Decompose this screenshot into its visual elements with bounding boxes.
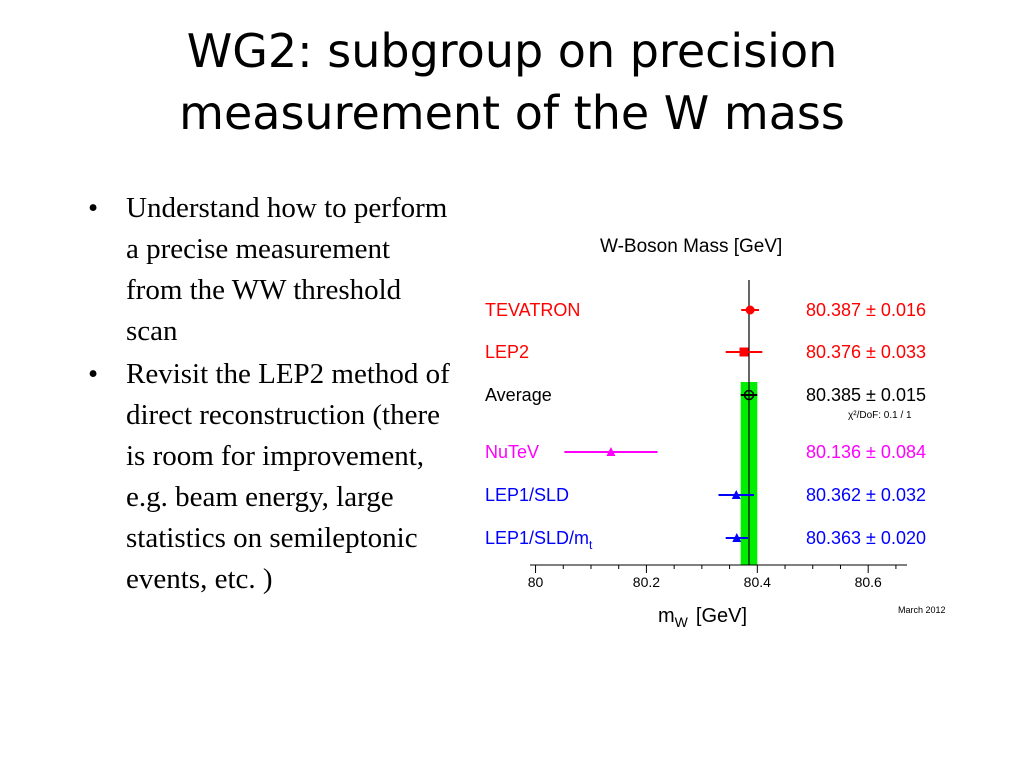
measurement-label: NuTeV xyxy=(485,442,539,462)
measurement-row: Average 80.385 ± 0.015 xyxy=(485,385,926,405)
data-point xyxy=(732,533,742,542)
data-point xyxy=(745,305,755,315)
measurement-value: 80.387 ± 0.016 xyxy=(806,300,926,320)
data-point xyxy=(606,447,616,456)
measurement-label: Average xyxy=(485,385,552,405)
measurement-row: LEP1/SLD 80.362 ± 0.032 xyxy=(485,485,926,505)
measurement-label: LEP1/SLD/mt xyxy=(485,528,593,552)
x-axis: 80 80.2 80.4 80.6 xyxy=(528,564,907,590)
bullet-text: Revisit the LEP2 method of direct recons… xyxy=(126,358,450,595)
measurement-label: LEP2 xyxy=(485,342,529,362)
measurement-row: NuTeV 80.136 ± 0.084 xyxy=(485,442,926,462)
measurement-rows: TEVATRON 80.387 ± 0.016 LEP2 80.376 ± 0.033… xyxy=(485,300,926,552)
measurement-value: 80.385 ± 0.015 xyxy=(806,385,926,405)
x-tick-label: 80.2 xyxy=(633,574,660,590)
slide-title: WG2: subgroup on precision measurement o… xyxy=(0,20,1024,144)
data-point xyxy=(739,347,749,357)
bullet-text: Understand how to perform a precise meas… xyxy=(126,192,448,347)
x-tick-label: 80 xyxy=(528,574,544,590)
x-tick-label: 80.6 xyxy=(855,574,882,590)
measurement-value: 80.376 ± 0.033 xyxy=(806,342,926,362)
measurement-value: 80.136 ± 0.084 xyxy=(806,442,926,462)
chi2-note: χ²/DoF: 0.1 / 1 xyxy=(848,410,912,421)
bullet-marker: • xyxy=(88,192,99,224)
measurement-value: 80.363 ± 0.020 xyxy=(806,528,926,548)
slide-title-line-1: WG2: subgroup on precision xyxy=(186,24,838,78)
x-axis-label: mW [GeV] xyxy=(658,605,747,630)
measurement-value: 80.362 ± 0.032 xyxy=(806,485,926,505)
data-point xyxy=(731,490,741,499)
bullet-item: • Understand how to perform a precise me… xyxy=(70,188,450,352)
measurement-label: LEP1/SLD xyxy=(485,485,569,505)
w-mass-chart: W-Boson Mass [GeV] TEVATRON 80.387 ± 0.01… xyxy=(485,236,946,630)
bullet-item: • Revisit the LEP2 method of direct reco… xyxy=(70,354,450,600)
data-point xyxy=(743,389,755,401)
measurement-row: LEP2 80.376 ± 0.033 xyxy=(485,342,926,362)
bullet-list: • Understand how to perform a precise me… xyxy=(70,188,450,602)
x-tick-label: 80.4 xyxy=(744,574,771,590)
chart-title: W-Boson Mass [GeV] xyxy=(600,236,782,257)
measurement-label: TEVATRON xyxy=(485,300,580,320)
measurement-row: LEP1/SLD/mt 80.363 ± 0.020 xyxy=(485,528,926,552)
bullet-marker: • xyxy=(88,358,99,390)
slide-title-line-2: measurement of the W mass xyxy=(179,86,845,140)
date-note: March 2012 xyxy=(898,605,946,615)
measurement-row: TEVATRON 80.387 ± 0.016 xyxy=(485,300,926,320)
